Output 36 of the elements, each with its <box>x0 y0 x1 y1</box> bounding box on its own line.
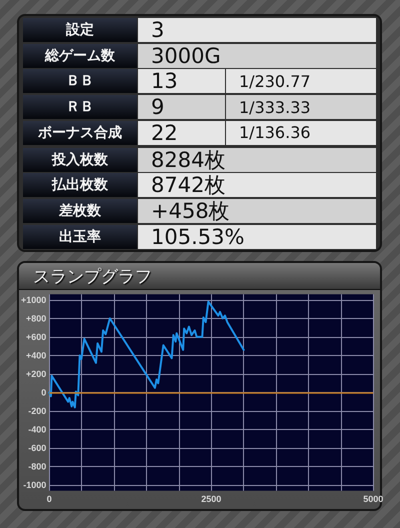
category-label: 差枚数 <box>23 198 137 223</box>
category-label: ＢＢ <box>23 69 137 94</box>
x-tick-label: 2500 <box>201 494 222 504</box>
category-label: 出玉率 <box>23 224 137 249</box>
line-series <box>48 300 245 408</box>
y-tick-label: +600 <box>26 332 46 342</box>
x-tick-label: 5000 <box>363 494 384 504</box>
category-label: ボーナス合成 <box>23 120 137 145</box>
category-label: 払出枚数 <box>23 173 137 198</box>
text: 9 <box>138 95 225 120</box>
y-tick-label: -800 <box>28 462 46 472</box>
y-tick-label: -1000 <box>23 480 46 490</box>
y-tick-label: -400 <box>28 424 46 435</box>
text: 105.53% <box>138 224 376 249</box>
y-tick-label: +1000 <box>21 294 46 305</box>
text: 8742枚 <box>138 173 376 198</box>
category-label: 総ゲーム数 <box>23 44 137 68</box>
y-tick-label: -200 <box>28 406 46 416</box>
text: 8284枚 <box>138 148 376 172</box>
y-tick-label: -600 <box>28 443 46 454</box>
category-label: ＲＢ <box>23 95 137 120</box>
text: 22 <box>138 120 225 145</box>
category-label: 投入枚数 <box>23 148 137 172</box>
text: +458枚 <box>138 198 376 223</box>
text: 1/136.36 <box>226 120 376 145</box>
y-tick-label: +800 <box>26 313 46 324</box>
category-label: 設定 <box>23 18 137 42</box>
y-tick-label: 0 <box>41 388 46 398</box>
text: 3 <box>138 18 376 42</box>
text: 13 <box>138 69 225 94</box>
text: 1/333.33 <box>226 95 376 120</box>
text: 1/230.77 <box>226 69 376 94</box>
y-tick-label: +200 <box>26 368 46 379</box>
chart-title: スランプグラフ <box>19 263 380 290</box>
y-tick-label: +400 <box>26 350 46 360</box>
text: 3000G <box>138 44 376 68</box>
